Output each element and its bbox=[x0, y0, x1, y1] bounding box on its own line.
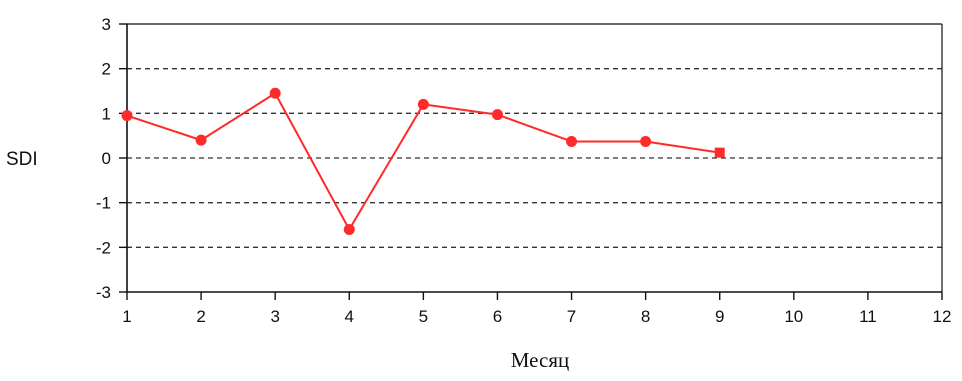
data-point bbox=[121, 110, 133, 122]
x-tick-label: 10 bbox=[784, 307, 803, 326]
x-tick-label: 8 bbox=[641, 307, 650, 326]
x-tick-label: 2 bbox=[196, 307, 205, 326]
data-point bbox=[269, 87, 281, 99]
y-tick-label: -1 bbox=[96, 194, 111, 213]
data-point bbox=[566, 135, 578, 147]
y-tick-label: -2 bbox=[96, 238, 111, 257]
x-tick-label: 1 bbox=[122, 307, 131, 326]
y-tick-label: -3 bbox=[96, 283, 111, 302]
y-tick-label: 2 bbox=[102, 60, 111, 79]
x-tick-label: 12 bbox=[933, 307, 952, 326]
x-tick-label: 7 bbox=[567, 307, 576, 326]
data-point bbox=[195, 134, 207, 146]
x-tick-label: 9 bbox=[715, 307, 724, 326]
y-tick-label: 1 bbox=[102, 104, 111, 123]
data-point bbox=[640, 135, 652, 147]
x-axis-ticks: 1 2 3 4 5 6 7 8 9 10 11 12 bbox=[122, 292, 951, 326]
x-tick-label: 5 bbox=[419, 307, 428, 326]
data-point bbox=[417, 98, 429, 110]
data-point bbox=[714, 147, 725, 158]
series-group bbox=[121, 87, 725, 235]
grid-lines bbox=[127, 68, 942, 248]
x-tick-label: 3 bbox=[270, 307, 279, 326]
data-point bbox=[343, 223, 355, 235]
data-point bbox=[491, 109, 503, 121]
series-line bbox=[126, 92, 720, 231]
y-axis-ticks: 3 2 1 0 -1 -2 -3 bbox=[96, 15, 127, 302]
y-tick-label: 3 bbox=[102, 15, 111, 34]
x-tick-label: 4 bbox=[345, 307, 354, 326]
x-tick-label: 6 bbox=[493, 307, 502, 326]
x-axis-label: Месяц bbox=[511, 348, 569, 372]
x-tick-label: 11 bbox=[859, 307, 877, 326]
y-axis-label: SDI bbox=[6, 149, 38, 170]
y-tick-label: 0 bbox=[102, 149, 111, 168]
